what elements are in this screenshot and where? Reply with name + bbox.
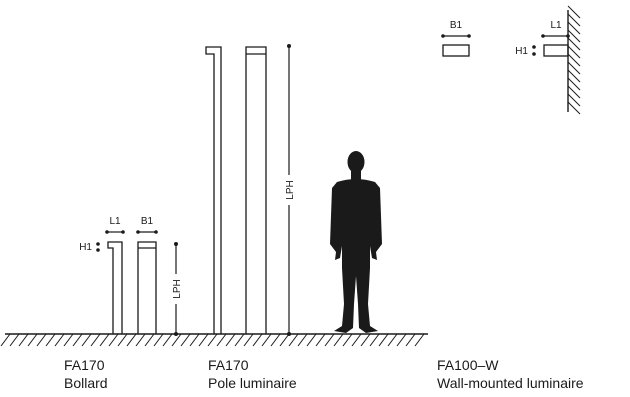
ground-hatch-line: [288, 333, 299, 347]
wall-hatch-line: [567, 5, 581, 19]
ground-hatch-line: [414, 333, 425, 347]
bollard-l1-label: L1: [109, 216, 121, 227]
wall-hatch-line: [567, 53, 581, 67]
caption-wall: FA100–W Wall-mounted luminaire: [437, 356, 584, 392]
ground-hatch-line: [369, 333, 380, 347]
ground-hatch-line: [189, 333, 200, 347]
wall-luminaire-side-view: [543, 44, 569, 57]
wall-l1-label: L1: [550, 20, 562, 31]
ground-hatch-line: [252, 333, 263, 347]
ground-hatch-line: [360, 333, 371, 347]
ground-hatch-line: [126, 333, 137, 347]
wall-dimension-l1: L1: [541, 20, 570, 38]
ground-hatch-line: [315, 333, 326, 347]
caption-pole: FA170 Pole luminaire: [208, 356, 297, 392]
wall-dimension-h1: H1: [515, 45, 536, 57]
caption-bollard: FA170 Bollard: [64, 356, 108, 392]
caption-wall-type: Wall-mounted luminaire: [437, 375, 584, 391]
bollard-front-view: [137, 241, 157, 334]
ground-hatch-line: [90, 333, 101, 347]
caption-wall-model: FA100–W: [437, 357, 499, 373]
ground-hatch-line: [117, 333, 128, 347]
bollard-b1-label: B1: [141, 216, 154, 227]
ground-hatch-line: [342, 333, 353, 347]
bollard-dimension-h1: H1: [79, 242, 100, 253]
wall-hatch-line: [567, 77, 581, 91]
ground-hatch-line: [270, 333, 281, 347]
ground-hatch-line: [0, 333, 11, 347]
bollard-lph-label: LPH: [172, 279, 183, 298]
caption-pole-model: FA170: [208, 357, 249, 373]
ground: [0, 333, 428, 347]
ground-hatch-line: [207, 333, 218, 347]
ground-hatch-line: [9, 333, 20, 347]
caption-bollard-model: FA170: [64, 357, 105, 373]
ground-hatch-line: [261, 333, 272, 347]
bollard-dimension-b1: B1: [136, 216, 158, 234]
ground-hatch-line: [144, 333, 155, 347]
ground-hatch-line: [45, 333, 56, 347]
ground-hatch-line: [162, 333, 173, 347]
bollard-h1-label: H1: [79, 242, 92, 253]
wall-hatch-line: [567, 69, 581, 83]
wall-hatch-line: [567, 93, 581, 107]
ground-hatch-line: [405, 333, 416, 347]
ground-hatch-line: [63, 333, 74, 347]
wall-b1-label: B1: [450, 20, 463, 31]
ground-hatch-line: [180, 333, 191, 347]
ground-hatch-line: [378, 333, 389, 347]
wall-hatch-line: [567, 37, 581, 51]
caption-pole-type: Pole luminaire: [208, 375, 297, 391]
ground-hatch-line: [216, 333, 227, 347]
wall: [567, 5, 581, 115]
ground-hatch-line: [306, 333, 317, 347]
caption-bollard-type: Bollard: [64, 375, 108, 391]
ground-hatch-line: [153, 333, 164, 347]
ground-hatch-line: [333, 333, 344, 347]
pole-side-view: [205, 46, 222, 334]
ground-hatch-line: [225, 333, 236, 347]
wall-h1-label: H1: [515, 46, 528, 57]
ground-hatch-line: [99, 333, 110, 347]
wall-hatch-line: [567, 61, 581, 75]
person-silhouette: [330, 151, 382, 333]
ground-hatch-line: [36, 333, 47, 347]
ground-hatch-line: [387, 333, 398, 347]
ground-hatch-line: [81, 333, 92, 347]
wall-hatch-line: [567, 29, 581, 43]
ground-hatch-line: [18, 333, 29, 347]
ground-hatch-line: [279, 333, 290, 347]
ground-hatch-line: [27, 333, 38, 347]
wall-hatch-line: [567, 101, 581, 115]
ground-hatch-line: [54, 333, 65, 347]
ground-hatch-line: [324, 333, 335, 347]
wall-hatch-line: [567, 85, 581, 99]
pole-lph-label: LPH: [285, 180, 296, 199]
wall-hatch-line: [567, 13, 581, 27]
wall-hatch-line: [567, 45, 581, 59]
ground-hatch-line: [297, 333, 308, 347]
bollard-side-view: [107, 241, 123, 334]
ground-hatch-line: [351, 333, 362, 347]
ground-hatch-line: [198, 333, 209, 347]
wall-hatch-line: [567, 21, 581, 35]
pole-dimension-lph: LPH: [283, 44, 296, 336]
ground-hatch-line: [396, 333, 407, 347]
wall-dimension-b1: B1: [441, 20, 471, 38]
bollard-dimension-lph: LPH: [170, 242, 183, 336]
ground-hatch-line: [243, 333, 254, 347]
ground-hatch-line: [234, 333, 245, 347]
ground-hatch-line: [135, 333, 146, 347]
pole-front-view: [245, 46, 267, 334]
bollard-dimension-l1: L1: [105, 216, 125, 234]
ground-hatch-line: [72, 333, 83, 347]
ground-hatch-line: [171, 333, 182, 347]
wall-luminaire-front-view: [442, 44, 470, 57]
ground-hatch-line: [108, 333, 119, 347]
